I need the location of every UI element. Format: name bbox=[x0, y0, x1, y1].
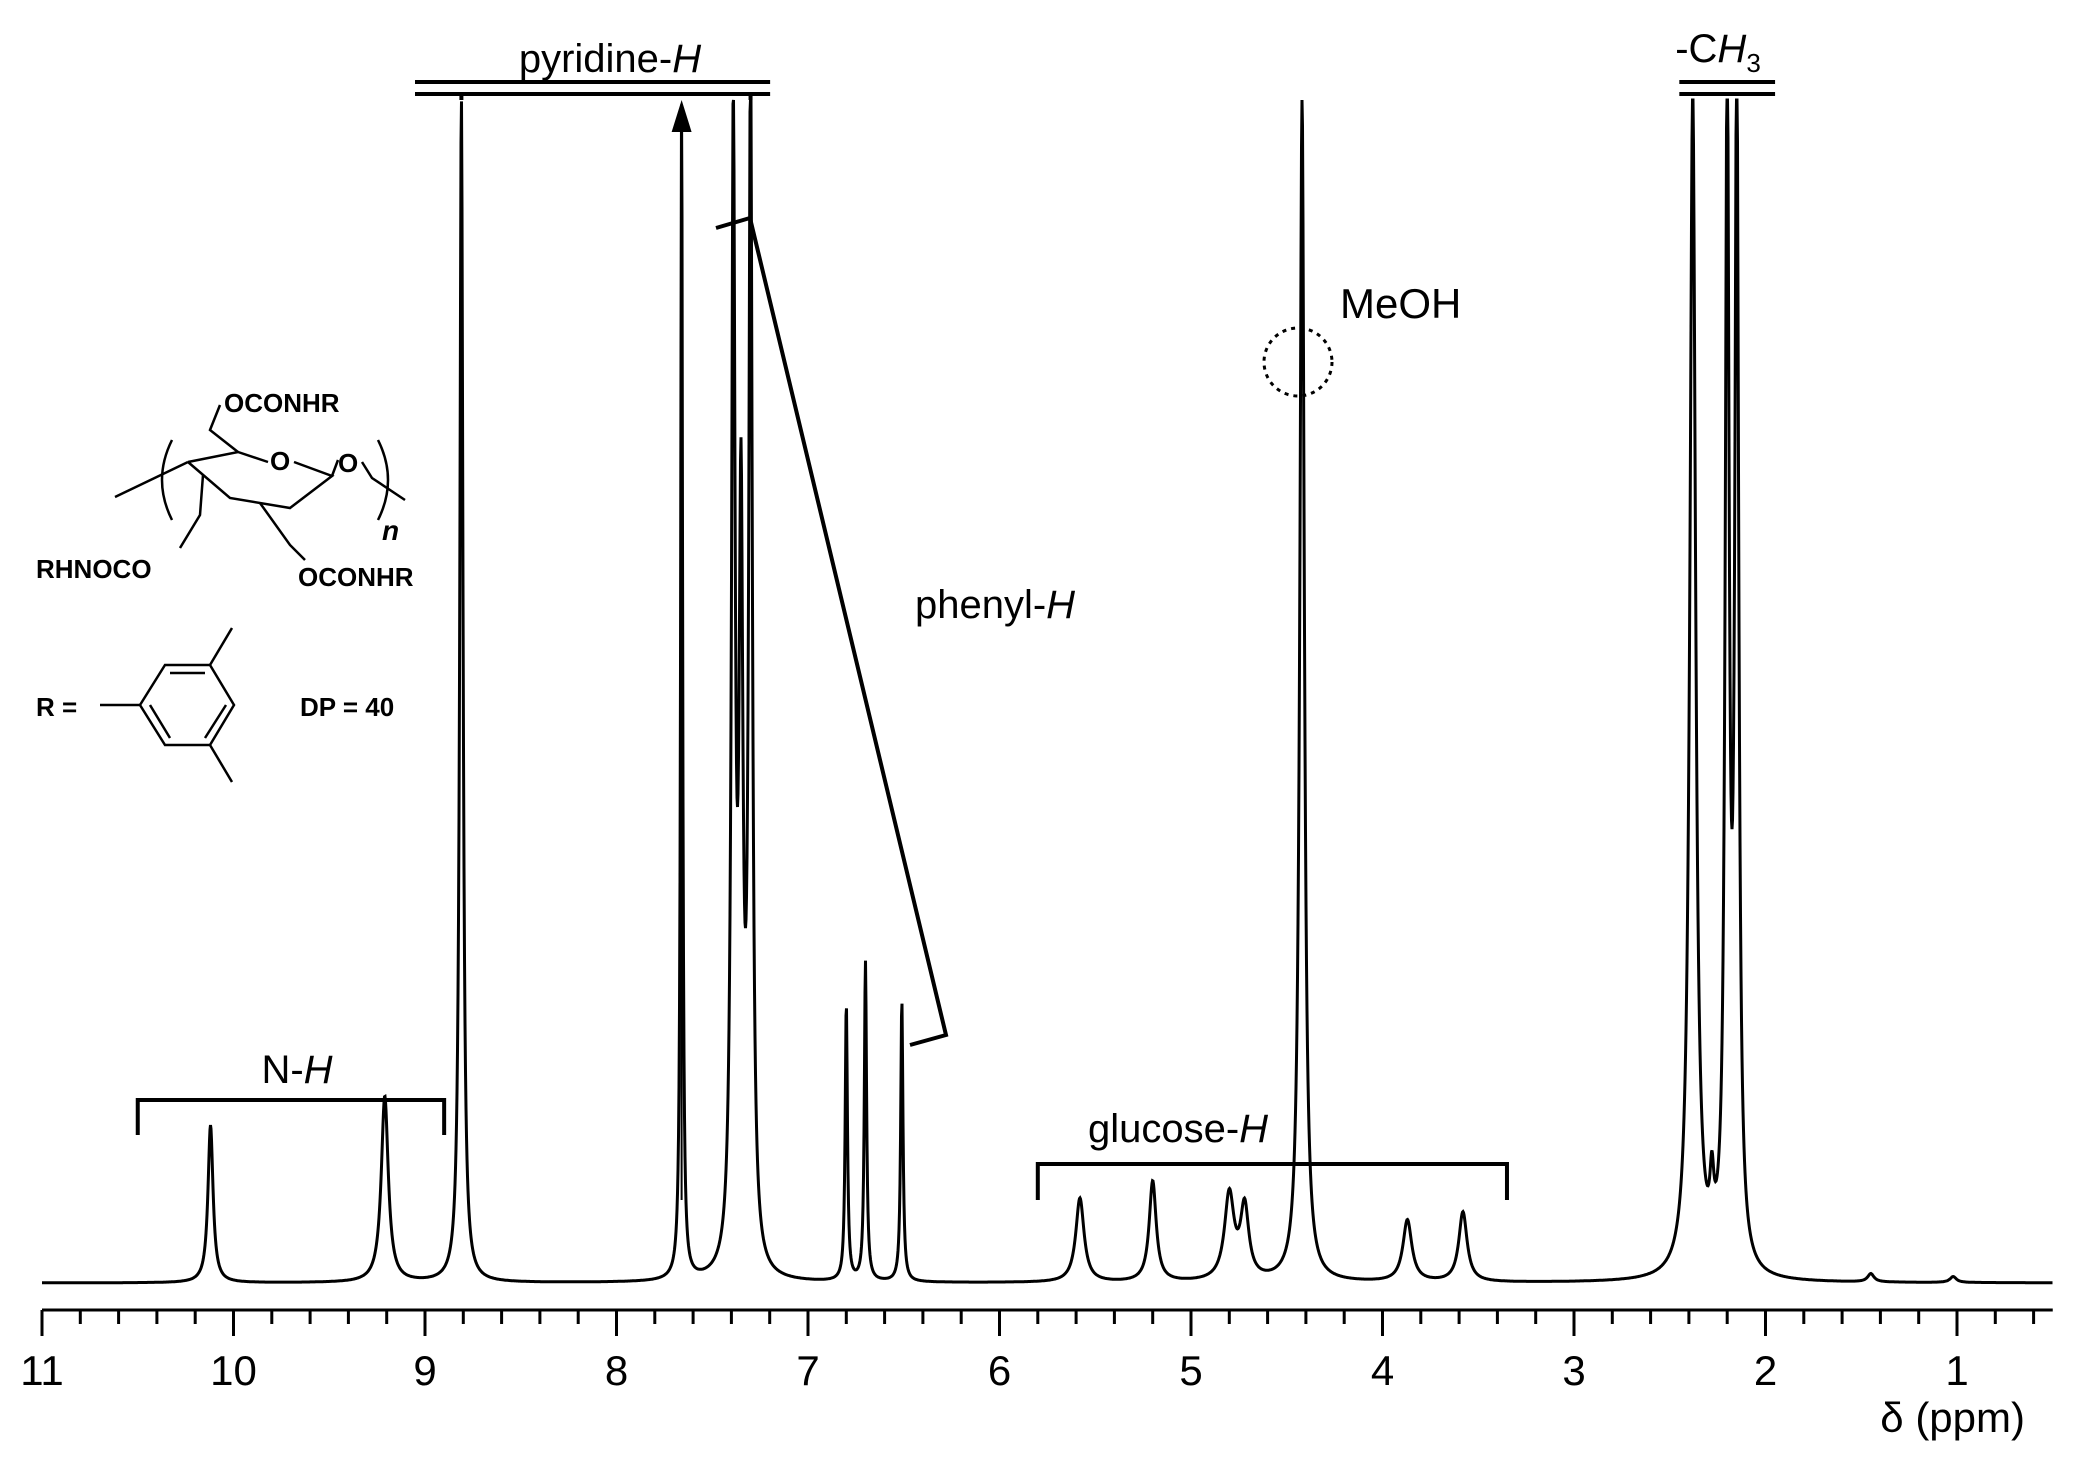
x-tick-label: 3 bbox=[1562, 1347, 1585, 1394]
chemical-structure bbox=[100, 404, 406, 783]
meoh-annotation: MeOH bbox=[1262, 280, 1461, 398]
methyl-bar bbox=[1679, 80, 1776, 96]
methyl-label: -CH3 bbox=[1675, 27, 1761, 78]
methyl-bond-bottom bbox=[208, 744, 234, 783]
nh-label: N-H bbox=[261, 1048, 332, 1092]
x-tick-label: 9 bbox=[413, 1347, 436, 1394]
x-tick-label: 8 bbox=[605, 1347, 628, 1394]
pyranose-ring bbox=[187, 450, 335, 510]
benzene-ring bbox=[138, 663, 236, 747]
x-tick-label: 11 bbox=[20, 1347, 64, 1394]
phenyl-annotation: phenyl-H bbox=[715, 215, 1075, 1047]
ring-oxygen: O bbox=[270, 446, 290, 476]
pyridine-annotation: pyridine-H bbox=[415, 37, 771, 1200]
left-paren bbox=[160, 439, 174, 521]
chain-left bbox=[114, 460, 189, 499]
pyridine-bar bbox=[415, 80, 771, 100]
x-tick-label: 6 bbox=[988, 1347, 1011, 1394]
x-axis: 11 10 9 8 7 6 5 4 3 2 1 bbox=[20, 1308, 2053, 1394]
right-substituent-bond bbox=[258, 502, 306, 561]
x-tick-label: 10 bbox=[210, 1347, 257, 1394]
benzene-double-bonds bbox=[148, 671, 228, 739]
glucose-annotation: glucose-H bbox=[1035, 1107, 1509, 1200]
pyridine-label: pyridine-H bbox=[519, 37, 701, 81]
r-label: R = bbox=[36, 692, 77, 722]
methyl-annotation: -CH3 bbox=[1675, 27, 1776, 96]
nh-bracket bbox=[135, 1098, 447, 1135]
left-substituent: RHNOCO bbox=[36, 554, 152, 584]
chemical-structure-labels: OCONHR O O RHNOCO OCONHR n R = DP = 40 bbox=[36, 388, 414, 722]
glucose-label: glucose-H bbox=[1088, 1107, 1268, 1151]
glucose-bracket bbox=[1035, 1162, 1509, 1200]
nh-annotation: N-H bbox=[135, 1048, 447, 1135]
repeat-index: n bbox=[382, 515, 399, 546]
x-tick-label: 2 bbox=[1754, 1347, 1777, 1394]
methyl-bond-top bbox=[208, 627, 234, 666]
glycosidic-oxygen: O bbox=[338, 448, 358, 478]
meoh-label: MeOH bbox=[1340, 280, 1461, 327]
phenyl-label: phenyl-H bbox=[915, 583, 1075, 627]
dp-label: DP = 40 bbox=[300, 692, 394, 722]
right-paren bbox=[376, 439, 390, 521]
meoh-circle bbox=[1262, 326, 1334, 398]
x-axis-title: δ (ppm) bbox=[1880, 1394, 2025, 1441]
spectrum-trace bbox=[42, 98, 2053, 1285]
phenyl-bracket bbox=[715, 215, 949, 1047]
top-substituent: OCONHR bbox=[224, 388, 340, 418]
x-tick-label: 4 bbox=[1371, 1347, 1394, 1394]
left-substituent-bond bbox=[178, 474, 205, 549]
x-tick-label: 7 bbox=[796, 1347, 819, 1394]
ch2-bond bbox=[208, 404, 239, 453]
right-substituent: OCONHR bbox=[298, 562, 414, 592]
x-tick-label: 1 bbox=[1945, 1347, 1968, 1394]
x-tick-label: 5 bbox=[1179, 1347, 1202, 1394]
glycosidic-bond bbox=[330, 459, 406, 502]
pyridine-arrowhead bbox=[671, 100, 692, 132]
